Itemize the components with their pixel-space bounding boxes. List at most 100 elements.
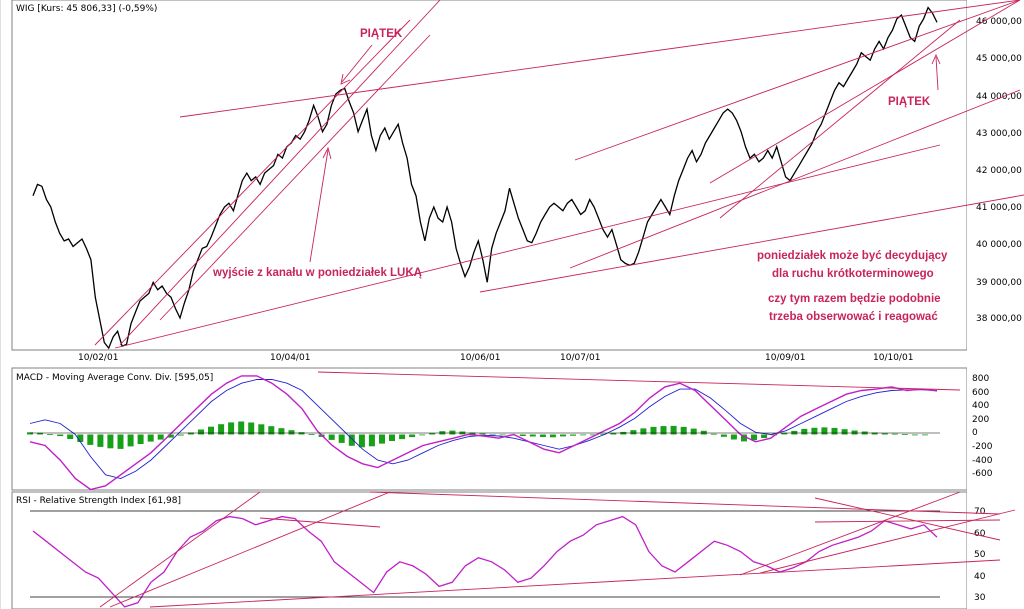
trend-line xyxy=(259,517,381,528)
macd-histogram-bar xyxy=(97,434,104,447)
macd-histogram-bar xyxy=(348,434,355,446)
price-panel-frame xyxy=(11,0,968,351)
macd-histogram-bar xyxy=(358,434,365,448)
trend-line xyxy=(149,559,1001,608)
macd-histogram-bar xyxy=(328,434,335,440)
macd-histogram-bar xyxy=(690,428,697,435)
price-y-tick: 41 000,00 xyxy=(976,203,1022,213)
macd-histogram-bar xyxy=(47,434,54,435)
macd-histogram-bar xyxy=(499,434,506,436)
macd-histogram-bar xyxy=(489,434,496,436)
macd-y-tick: 800 xyxy=(972,374,989,384)
arrow xyxy=(309,149,329,263)
macd-histogram-bar xyxy=(419,434,426,436)
macd-histogram-bar xyxy=(107,434,114,449)
trend-line xyxy=(574,0,1021,161)
price-y-tick: 46 000,00 xyxy=(976,17,1022,27)
macd-histogram-bar xyxy=(187,432,194,435)
macd-histogram-bar xyxy=(389,434,395,441)
price-panel-title: WIG [Kurs: 45 806,33] (-0,59%) xyxy=(16,4,157,14)
annotation-monday-decisive: poniedziałek może być decydujący xyxy=(757,250,948,262)
macd-histogram-bar xyxy=(650,426,657,435)
macd-histogram-bar xyxy=(720,434,727,437)
macd-histogram-bar xyxy=(630,430,637,435)
price-x-tick: 10/06/01 xyxy=(460,353,500,363)
axis-strip xyxy=(967,0,1024,609)
price-y-tick: 39 000,00 xyxy=(976,278,1022,288)
rsi-trend-lines xyxy=(99,491,1016,608)
macd-histogram-bar xyxy=(640,428,647,435)
macd-histogram-bar xyxy=(198,429,204,435)
macd-histogram-bar xyxy=(288,430,295,435)
macd-histogram-bar xyxy=(409,434,416,438)
annotation-observe: trzeba obserwować i reagować xyxy=(769,311,938,323)
macd-histogram-bar xyxy=(127,434,134,447)
macd-histogram-bar xyxy=(258,424,265,435)
arrow-head xyxy=(322,146,332,160)
macd-histogram-bar xyxy=(338,434,345,443)
macd-series xyxy=(27,375,938,491)
macd-histogram-bar xyxy=(117,434,124,449)
trend-line xyxy=(119,0,441,346)
macd-histogram-bar xyxy=(660,426,667,435)
price-x-tick: 10/04/01 xyxy=(270,353,310,363)
price-y-tick: 43 000,00 xyxy=(976,129,1022,139)
macd-histogram-bar xyxy=(379,434,385,444)
macd-histogram-bar xyxy=(147,434,154,442)
macd-histogram-bar xyxy=(157,434,164,440)
macd-y-tick: -400 xyxy=(972,456,993,466)
macd-histogram-bar xyxy=(539,434,546,437)
macd-histogram-bar xyxy=(560,434,566,437)
rsi-y-tick: 30 xyxy=(974,593,986,603)
macd-histogram-bar xyxy=(741,434,747,442)
macd-y-tick: -600 xyxy=(972,469,993,479)
trend-line xyxy=(814,497,1001,541)
trend-line xyxy=(369,491,1001,515)
macd-histogram-bar xyxy=(177,434,184,436)
macd-histogram-bar xyxy=(238,421,245,435)
price-y-tick: 42 000,00 xyxy=(976,166,1022,176)
macd-y-tick: -200 xyxy=(972,442,993,452)
macd-histogram-bar xyxy=(167,434,174,438)
macd-histogram-bar xyxy=(891,433,898,435)
trend-line xyxy=(109,491,391,608)
macd-histogram-bar xyxy=(77,434,84,442)
macd-y-tick: 400 xyxy=(972,401,989,411)
annotation-similar: czy tym razem będzie podobnie xyxy=(768,293,941,305)
macd-histogram-bar xyxy=(399,434,406,440)
macd-histogram-bar xyxy=(821,427,828,435)
price-line xyxy=(32,6,938,350)
macd-histogram-bar xyxy=(761,434,768,438)
macd-histogram-bar xyxy=(228,422,235,435)
macd-histogram-bar xyxy=(911,434,918,436)
macd-y-tick: 600 xyxy=(972,388,989,398)
macd-histogram-bar xyxy=(27,432,33,435)
macd-histogram-bar xyxy=(549,434,556,438)
macd-histogram-bar xyxy=(811,427,818,435)
macd-histogram-bar xyxy=(429,433,436,435)
macd-histogram-bar xyxy=(278,428,285,435)
macd-histogram-bar xyxy=(519,434,526,436)
price-y-tick: 44 000,00 xyxy=(976,92,1022,102)
macd-histogram-bar xyxy=(841,429,848,435)
macd-histogram-bar xyxy=(580,434,587,436)
trend-line xyxy=(114,144,941,349)
macd-histogram-bar xyxy=(248,422,255,435)
macd-y-tick: 0 xyxy=(972,428,978,438)
price-x-tick: 10/09/01 xyxy=(765,353,805,363)
macd-histogram-bar xyxy=(570,434,576,436)
macd-histogram-bar xyxy=(67,434,74,439)
macd-histogram-bar xyxy=(87,434,94,445)
annotation-gap-exit: wyjście z kanału w poniedziałek LUKĄ xyxy=(212,267,422,279)
macd-panel-frame xyxy=(11,367,968,491)
annotation-friday-2: PIĄTEK xyxy=(888,96,931,108)
trend-line xyxy=(569,89,1021,269)
rsi-y-tick: 60 xyxy=(974,529,986,539)
macd-histogram-bar xyxy=(600,433,607,435)
trend-lines xyxy=(94,0,1024,349)
macd-line xyxy=(29,375,938,491)
macd-y-tick: 200 xyxy=(972,415,989,425)
macd-histogram-bar xyxy=(37,432,44,435)
macd-histogram-bar xyxy=(137,434,144,444)
macd-histogram-bar xyxy=(610,432,617,435)
